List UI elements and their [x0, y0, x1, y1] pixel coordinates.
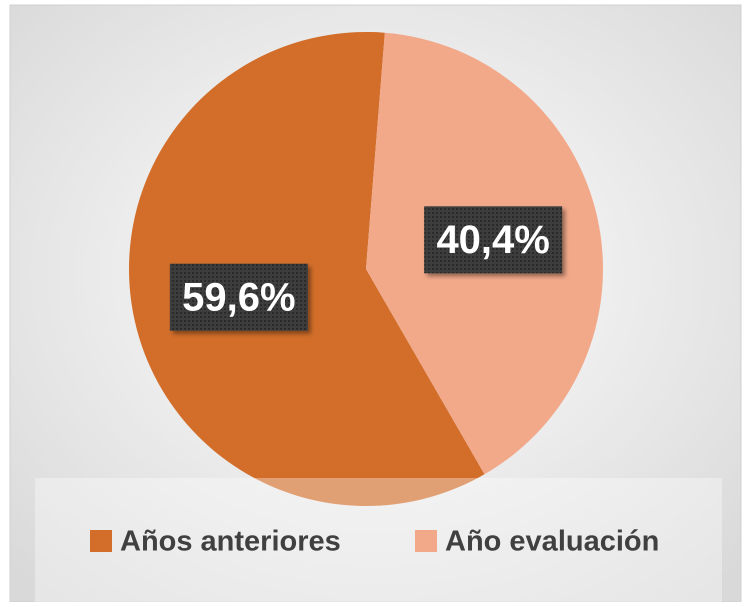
legend-swatch — [90, 530, 112, 552]
legend-area — [35, 478, 722, 602]
data-label-box — [169, 263, 308, 331]
data-label: 59,6% — [182, 275, 295, 319]
legend-label: Año evaluación — [445, 526, 659, 558]
legend-label: Años anteriores — [120, 526, 341, 558]
data-label-box — [424, 206, 563, 274]
data-label: 40,4% — [436, 218, 549, 262]
legend-swatch — [415, 530, 437, 552]
